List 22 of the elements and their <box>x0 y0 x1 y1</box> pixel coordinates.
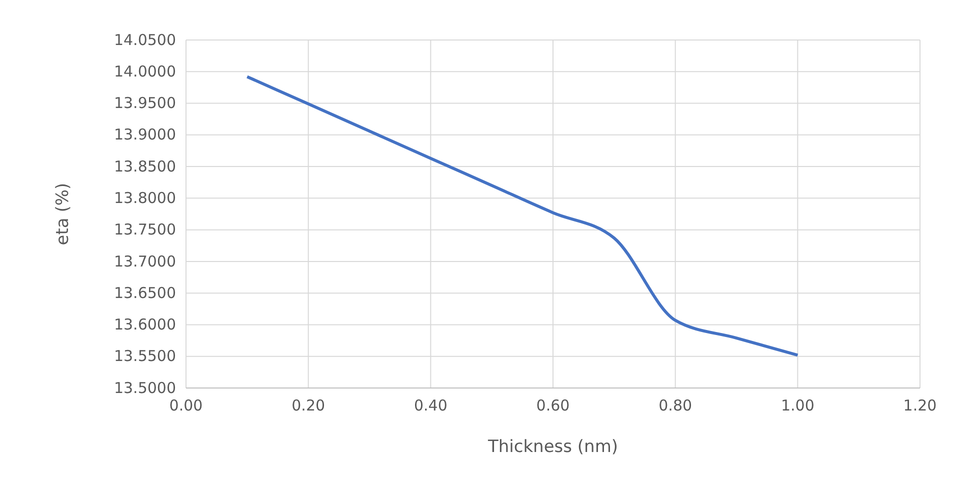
y-tick-label: 13.7500 <box>114 220 176 239</box>
line-series <box>246 75 800 357</box>
y-tick-label: 13.6000 <box>114 316 176 334</box>
y-tick-label: 14.0000 <box>114 62 176 80</box>
x-tick-label: 0.20 <box>292 396 326 415</box>
y-tick-label: 14.0500 <box>114 30 176 49</box>
y-tick-label: 13.5000 <box>114 378 176 397</box>
y-tick-label: 13.9500 <box>114 94 176 112</box>
y-tick-label: 13.8000 <box>114 188 176 207</box>
x-axis-title: Thickness (nm) <box>486 437 618 457</box>
y-tick-label: 13.7000 <box>114 252 176 270</box>
y-axis-title: eta (%) <box>53 182 73 246</box>
x-tick-label: 0.60 <box>536 396 570 415</box>
y-tick-label: 13.6500 <box>114 284 176 302</box>
y-tick-label: 13.9000 <box>114 126 176 144</box>
x-tick-label: 1.00 <box>780 396 814 415</box>
x-tick-label: 0.00 <box>169 396 203 415</box>
y-tick-label: 13.5500 <box>114 347 176 366</box>
x-tick-label: 1.20 <box>903 396 937 415</box>
x-tick-label: 0.80 <box>658 396 692 415</box>
y-tick-label: 13.8500 <box>114 157 176 176</box>
x-tick-label: 0.40 <box>414 396 448 415</box>
